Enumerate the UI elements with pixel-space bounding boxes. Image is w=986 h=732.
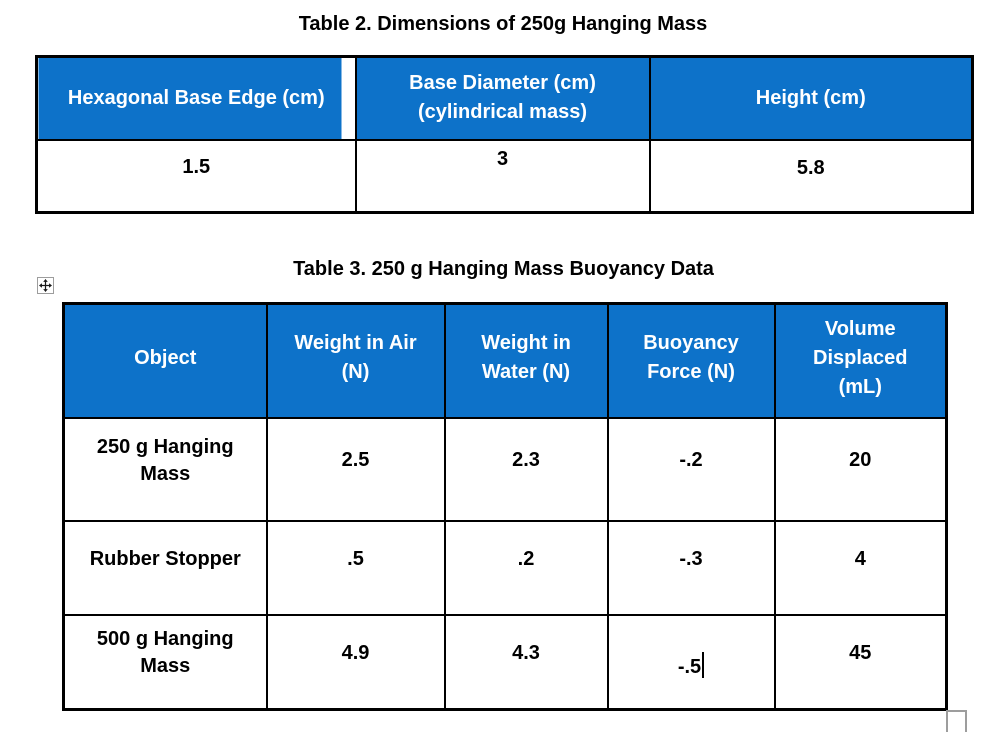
table-row: 250 g Hanging Mass 2.5 2.3 -.2 20 bbox=[62, 416, 948, 522]
table3-header-weight-in-air[interactable]: Weight in Air (N) bbox=[265, 302, 446, 419]
table3-header-weight-in-water[interactable]: Weight in Water (N) bbox=[443, 302, 609, 419]
move-arrows-icon bbox=[39, 279, 52, 292]
table2-data-row: 1.5 3 5.8 bbox=[35, 138, 974, 214]
table2-dimensions: Hexagonal Base Edge (cm) Base Diameter (… bbox=[35, 55, 974, 214]
table2-value-height[interactable]: 5.8 bbox=[648, 138, 974, 214]
table3-cell-weight-in-air[interactable]: 4.9 bbox=[265, 613, 446, 711]
table3-cell-object[interactable]: 250 g Hanging Mass bbox=[62, 416, 268, 522]
text-cursor bbox=[702, 652, 705, 679]
table3-header-buoyancy-force[interactable]: Buoyancy Force (N) bbox=[606, 302, 776, 419]
table-move-handle[interactable] bbox=[37, 277, 54, 294]
table3-cell-weight-in-water[interactable]: .2 bbox=[443, 519, 609, 616]
table3-cell-buoyancy-force[interactable]: -.2 bbox=[606, 416, 776, 522]
table3-cell-volume-displaced[interactable]: 4 bbox=[773, 519, 948, 616]
table2-value-hexagonal-base-edge[interactable]: 1.5 bbox=[35, 138, 357, 214]
table3-header-object[interactable]: Object bbox=[62, 302, 268, 419]
table3-caption: Table 3. 250 g Hanging Mass Buoyancy Dat… bbox=[293, 258, 714, 280]
table2-value-base-diameter[interactable]: 3 bbox=[354, 138, 651, 214]
table2-caption: Table 2. Dimensions of 250g Hanging Mass bbox=[298, 13, 708, 35]
table3-cell-volume-displaced[interactable]: 45 bbox=[773, 613, 948, 711]
table3-buoyancy-data: Object Weight in Air (N) Weight in Water… bbox=[62, 302, 948, 711]
table3-header-volume-displaced[interactable]: Volume Displaced (mL) bbox=[773, 302, 948, 419]
table-row: 500 g Hanging Mass 4.9 4.3 -.5 45 bbox=[62, 613, 948, 711]
table3-cell-buoyancy-force[interactable]: -.5 bbox=[606, 613, 776, 711]
table3-cell-object[interactable]: 500 g Hanging Mass bbox=[62, 613, 268, 711]
table3-cell-weight-in-air[interactable]: 2.5 bbox=[265, 416, 446, 522]
table2-header-hexagonal-base-edge[interactable]: Hexagonal Base Edge (cm) bbox=[35, 55, 357, 141]
table-resize-handle[interactable] bbox=[946, 710, 967, 732]
table2-header-base-diameter[interactable]: Base Diameter (cm) (cylindrical mass) bbox=[354, 55, 651, 141]
table2-header-height[interactable]: Height (cm) bbox=[648, 55, 974, 141]
table3-cell-weight-in-water[interactable]: 4.3 bbox=[443, 613, 609, 711]
table3-cell-buoyancy-force[interactable]: -.3 bbox=[606, 519, 776, 616]
table3-cell-object[interactable]: Rubber Stopper bbox=[62, 519, 268, 616]
buoyancy-force-value: -.5 bbox=[677, 656, 702, 679]
table3-cell-weight-in-water[interactable]: 2.3 bbox=[443, 416, 609, 522]
table3-header-row: Object Weight in Air (N) Weight in Water… bbox=[62, 302, 948, 419]
table2-header-row: Hexagonal Base Edge (cm) Base Diameter (… bbox=[35, 55, 974, 141]
table-row: Rubber Stopper .5 .2 -.3 4 bbox=[62, 519, 948, 616]
table3-cell-volume-displaced[interactable]: 20 bbox=[773, 416, 948, 522]
table3-cell-weight-in-air[interactable]: .5 bbox=[265, 519, 446, 616]
